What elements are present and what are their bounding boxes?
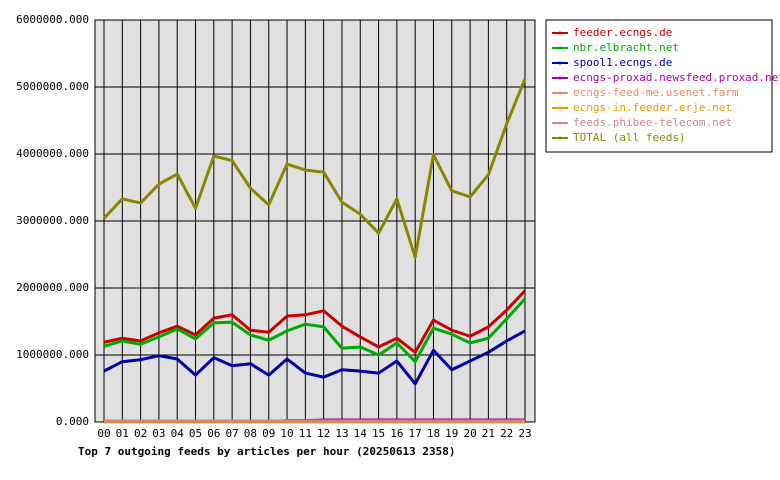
legend-marker — [558, 76, 562, 80]
legend-label: ecngs-in.feeder.erje.net — [573, 101, 732, 114]
legend-box — [545, 19, 773, 153]
legend-marker — [558, 121, 562, 125]
x-tick-label: 15 — [372, 427, 385, 440]
legend-marker — [558, 31, 562, 35]
x-tick-label: 13 — [335, 427, 348, 440]
x-tick-label: 07 — [226, 427, 239, 440]
x-tick-label: 08 — [244, 427, 257, 440]
x-tick-label: 06 — [207, 427, 220, 440]
legend-label: feeds.phibee-telecom.net — [573, 116, 732, 129]
x-tick-label: 04 — [171, 427, 185, 440]
series-line — [103, 329, 526, 386]
legend-marker — [558, 46, 562, 50]
legend-marker — [558, 61, 562, 65]
y-tick-label: 1000000.000 — [16, 348, 89, 361]
legend-label: feeder.ecngs.de — [573, 26, 672, 39]
x-tick-label: 22 — [500, 427, 513, 440]
legend-label: TOTAL (all feeds) — [573, 131, 686, 144]
x-tick-label: 14 — [354, 427, 368, 440]
x-tick-label: 21 — [482, 427, 495, 440]
chart-title: Top 7 outgoing feeds by articles per hou… — [78, 445, 456, 458]
series-line — [102, 78, 527, 259]
legend-marker — [558, 136, 562, 140]
x-tick-label: 18 — [427, 427, 440, 440]
x-tick-label: 10 — [280, 427, 293, 440]
y-tick-label: 6000000.000 — [16, 13, 89, 26]
x-tick-label: 09 — [262, 427, 275, 440]
x-tick-label: 20 — [463, 427, 476, 440]
x-tick-label: 01 — [116, 427, 129, 440]
x-tick-label: 05 — [189, 427, 202, 440]
x-tick-label: 03 — [152, 427, 165, 440]
x-tick-label: 12 — [317, 427, 330, 440]
y-tick-label: 3000000.000 — [16, 214, 89, 227]
legend-label: ecngs-proxad.newsfeed.proxad.net — [573, 71, 780, 84]
x-tick-label: 11 — [299, 427, 312, 440]
x-tick-label: 02 — [134, 427, 147, 440]
x-tick-label: 23 — [518, 427, 531, 440]
series-line — [103, 289, 527, 354]
legend-marker — [558, 106, 562, 110]
x-tick-label: 19 — [445, 427, 458, 440]
legend-marker — [558, 91, 562, 95]
y-tick-label: 5000000.000 — [16, 80, 89, 93]
y-tick-label: 0.000 — [56, 415, 89, 428]
x-tick-label: 16 — [390, 427, 403, 440]
x-tick-label: 17 — [409, 427, 422, 440]
series-line — [103, 297, 527, 364]
legend-label: spool1.ecngs.de — [573, 56, 672, 69]
y-tick-label: 2000000.000 — [16, 281, 89, 294]
x-tick-label: 00 — [97, 427, 110, 440]
y-tick-label: 4000000.000 — [16, 147, 89, 160]
legend-label: nbr.elbracht.net — [573, 41, 679, 54]
legend-label: ecngs-feed-me.usenet.farm — [573, 86, 739, 99]
